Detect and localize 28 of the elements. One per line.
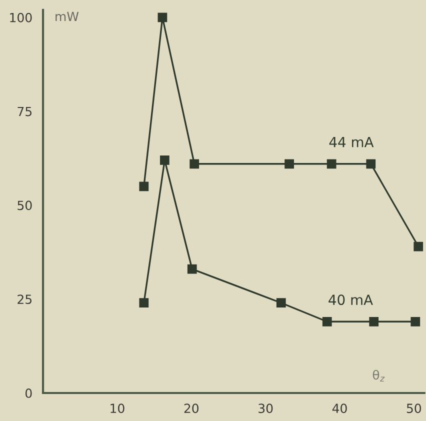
point <box>139 182 149 192</box>
series-label: 44 mA <box>329 136 374 148</box>
point <box>190 159 200 169</box>
x-tick-label: 50 <box>406 404 422 414</box>
x-tick-label: 40 <box>332 404 347 414</box>
x-tick-label: 10 <box>110 404 124 414</box>
y-tick-label: 100 <box>10 12 32 22</box>
point <box>410 316 420 326</box>
point <box>139 298 149 308</box>
point <box>322 316 332 326</box>
y-tick-label: 25 <box>18 294 32 304</box>
y-tick-label: 0 <box>25 388 32 398</box>
point <box>276 298 286 308</box>
series-label: 40 mA <box>328 294 373 306</box>
point <box>160 155 170 165</box>
y-axis-title: mW <box>56 12 79 22</box>
x-axis-title: θ$_{z}$ <box>372 370 385 382</box>
y-tick-label: 75 <box>18 106 32 116</box>
x-tick-label: 30 <box>258 404 273 414</box>
y-tick-label: 50 <box>18 200 32 210</box>
point <box>158 12 168 22</box>
point <box>366 159 376 169</box>
x-tick-label: 20 <box>184 404 199 414</box>
point <box>414 242 424 252</box>
point <box>326 159 336 169</box>
point <box>369 316 379 326</box>
point <box>284 159 294 169</box>
point <box>187 264 197 274</box>
